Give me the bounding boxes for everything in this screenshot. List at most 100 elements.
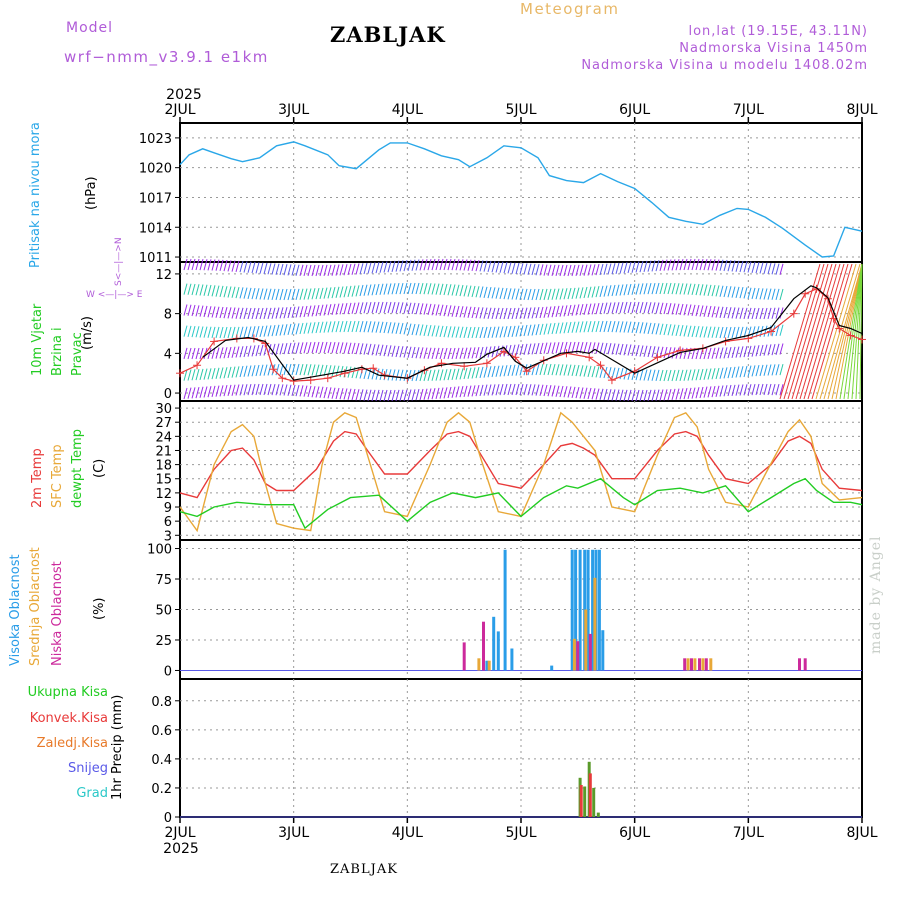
wind-barb bbox=[771, 364, 776, 376]
wind-barb bbox=[283, 342, 288, 355]
wind-barb bbox=[207, 284, 212, 297]
wind-barb bbox=[371, 262, 376, 274]
wind-barb bbox=[355, 343, 360, 355]
wind-barb bbox=[295, 288, 300, 301]
wind-barb bbox=[715, 367, 720, 380]
wind-barb bbox=[423, 324, 428, 336]
wind-barb bbox=[351, 263, 356, 275]
wind-barb bbox=[379, 368, 384, 381]
wind-barb bbox=[607, 320, 612, 333]
wind-barb bbox=[463, 367, 468, 380]
wind-barb bbox=[431, 325, 436, 337]
wind-barb bbox=[583, 387, 588, 399]
wind-barb bbox=[251, 345, 256, 357]
wind-barb bbox=[563, 264, 568, 277]
wind-barb bbox=[763, 364, 768, 376]
wind-barb bbox=[779, 288, 784, 301]
wind-barb bbox=[303, 322, 308, 334]
wind-barb bbox=[623, 321, 628, 333]
wind-barb bbox=[223, 259, 228, 272]
y-tick-label: 1023 bbox=[139, 132, 172, 147]
wind-barb bbox=[491, 326, 496, 338]
wind-barb bbox=[419, 282, 424, 295]
wind-barb bbox=[743, 365, 748, 378]
cloud-bar bbox=[570, 549, 574, 671]
wind-barb bbox=[383, 344, 388, 357]
wind-barb bbox=[275, 343, 280, 355]
wind-barb bbox=[311, 305, 316, 317]
wind-barb bbox=[227, 286, 232, 298]
wind-barb bbox=[703, 326, 708, 338]
wind-barb bbox=[219, 326, 224, 339]
wind-barb bbox=[767, 262, 772, 275]
temperature-series-line bbox=[179, 430, 863, 499]
y-tick-label: 0.4 bbox=[151, 753, 172, 768]
cloud-bar bbox=[576, 641, 580, 671]
wind-barb bbox=[283, 264, 288, 276]
wind-barb bbox=[791, 263, 833, 400]
wind-barb bbox=[271, 288, 276, 300]
wind-barb bbox=[659, 323, 664, 335]
wind-barb bbox=[467, 285, 472, 297]
wind-barb bbox=[771, 307, 776, 319]
wind-barb bbox=[843, 263, 863, 400]
wind-barb bbox=[391, 322, 396, 334]
wind-barb bbox=[183, 325, 188, 337]
wind-barb bbox=[275, 263, 280, 275]
wind-barb bbox=[667, 369, 672, 382]
wind-barb bbox=[711, 259, 716, 271]
wind-barb bbox=[387, 301, 392, 314]
wind-barb bbox=[727, 260, 732, 272]
day-label-top: 8JUL bbox=[846, 102, 877, 118]
wind-barb bbox=[779, 343, 784, 355]
wind-barb bbox=[731, 346, 736, 359]
wind-barb bbox=[611, 343, 616, 355]
wind-barb bbox=[447, 326, 452, 338]
wind-barb bbox=[575, 387, 580, 399]
wind-barb bbox=[503, 383, 508, 396]
wind-barb bbox=[655, 346, 660, 358]
wind-barb bbox=[567, 287, 572, 300]
wind-barb bbox=[455, 259, 460, 271]
wind-barb bbox=[471, 326, 476, 339]
wind-barb bbox=[471, 285, 476, 298]
wind-barb bbox=[655, 282, 660, 295]
wind-barb bbox=[227, 307, 232, 319]
model-name: wrf−nmm_v3.9.1 e1km bbox=[64, 48, 269, 66]
wind-barb bbox=[459, 326, 464, 338]
wind-barb bbox=[655, 259, 660, 272]
year-label-bottom: 2025 bbox=[163, 841, 199, 857]
wind-barb bbox=[735, 307, 740, 319]
wind-barb bbox=[635, 261, 640, 273]
wind-barb bbox=[183, 347, 188, 360]
wind-barb bbox=[723, 306, 728, 319]
wind-barb bbox=[763, 307, 768, 320]
cloud-bar bbox=[574, 549, 578, 671]
wind-barb bbox=[555, 264, 560, 277]
wind-barb bbox=[387, 369, 392, 381]
wind-barb bbox=[547, 342, 552, 354]
wind-barb bbox=[295, 385, 300, 397]
wind-barb bbox=[339, 388, 344, 400]
wind-barb bbox=[319, 321, 324, 333]
wind-barb bbox=[475, 367, 480, 379]
wind-barb bbox=[591, 286, 596, 298]
wind-barb bbox=[743, 261, 748, 273]
day-label-bottom: 5JUL bbox=[505, 825, 536, 841]
wind-barb bbox=[479, 346, 484, 359]
wind-barb bbox=[567, 386, 572, 398]
wind-barb bbox=[399, 260, 404, 272]
wind-barb bbox=[507, 288, 512, 300]
wind-barb bbox=[367, 343, 372, 356]
cloud-bar bbox=[597, 549, 601, 671]
wind-barb bbox=[631, 344, 636, 356]
wind-barb bbox=[443, 347, 448, 360]
wind-barb bbox=[287, 384, 292, 396]
wind-barb bbox=[479, 366, 484, 379]
wind-barb bbox=[259, 262, 264, 274]
wind-barb bbox=[367, 389, 372, 401]
wind-barb bbox=[395, 302, 400, 314]
wind-barb bbox=[599, 388, 604, 400]
wind-barb bbox=[195, 258, 200, 271]
wind-barb bbox=[727, 286, 732, 298]
